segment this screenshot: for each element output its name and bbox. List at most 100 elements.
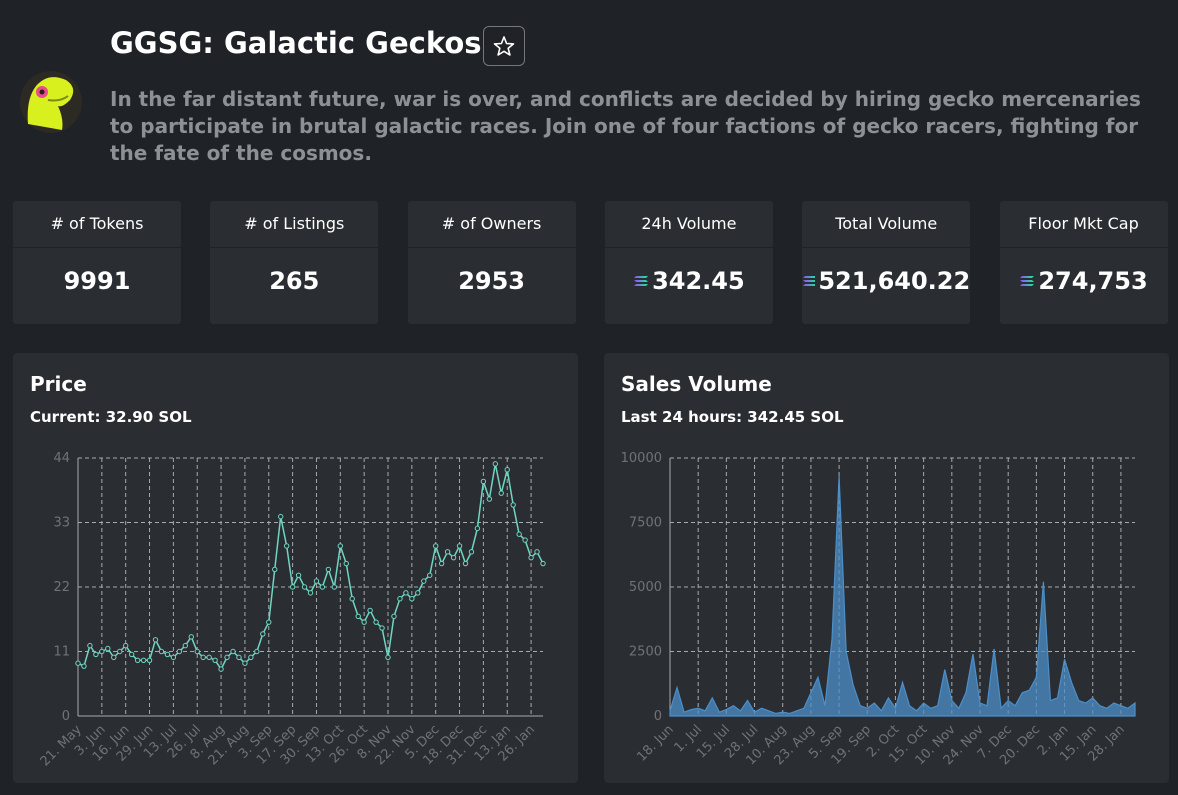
price-point — [128, 651, 135, 658]
price-point — [122, 642, 129, 649]
price-point — [450, 554, 457, 561]
stat-number: 2953 — [458, 267, 525, 295]
price-point — [385, 654, 391, 661]
price-point — [337, 543, 344, 549]
stat-number: 274,753 — [1038, 267, 1148, 295]
y-tick-label: 7500 — [629, 516, 662, 531]
price-point — [194, 648, 200, 655]
price-point — [283, 543, 290, 549]
collection-title: GGSG: Galactic Geckos — [110, 26, 482, 60]
y-tick-label: 0 — [62, 709, 70, 724]
volume-panel: Sales Volume Last 24 hours: 342.45 SOL 0… — [604, 353, 1169, 783]
price-point — [325, 566, 332, 573]
stat-value: 274,753 — [1000, 267, 1168, 295]
price-point — [397, 596, 403, 602]
stat-card: Total Volume 521,640.22 — [802, 201, 971, 324]
stat-label: Total Volume — [802, 201, 971, 248]
stat-card: Floor Mkt Cap 274,753 — [999, 201, 1168, 324]
price-point — [218, 666, 224, 672]
price-point — [93, 651, 99, 658]
price-point — [105, 645, 111, 652]
price-point — [224, 654, 230, 661]
price-point — [301, 584, 308, 590]
price-panel: Price Current: 32.90 SOL 0 11 22 33 44 21. Ma… — [13, 353, 578, 783]
price-point — [462, 560, 469, 567]
price-point — [236, 654, 242, 661]
stat-label: Floor Mkt Cap — [999, 201, 1168, 248]
sol-icon — [803, 276, 816, 286]
stat-number: 265 — [269, 267, 320, 295]
price-point — [182, 642, 189, 649]
y-tick-label: 10000 — [621, 451, 662, 466]
price-point — [480, 478, 487, 485]
stat-value: 521,640.22 — [802, 267, 970, 295]
price-point — [504, 467, 510, 473]
stat-label: # of Listings — [210, 201, 379, 248]
price-point — [242, 660, 248, 666]
price-point — [313, 578, 320, 584]
collection-avatar — [20, 71, 82, 133]
stat-card: 24h Volume 342.45 — [604, 201, 773, 324]
price-point — [289, 584, 296, 590]
price-point — [277, 513, 284, 520]
price-point — [307, 590, 314, 596]
price-point — [343, 560, 349, 567]
price-point — [117, 648, 123, 655]
chart-title: Price — [30, 372, 87, 396]
price-point — [170, 654, 177, 661]
stat-value: 265 — [210, 267, 378, 295]
price-point — [158, 648, 165, 655]
price-point — [176, 648, 183, 655]
y-tick-label: 0 — [654, 709, 662, 724]
y-tick-label: 11 — [53, 645, 70, 660]
price-point — [415, 590, 421, 596]
price-point — [438, 560, 445, 567]
price-point — [87, 642, 93, 649]
price-point — [540, 560, 546, 567]
y-tick-label: 22 — [53, 580, 70, 595]
x-tick-label: 18. Jun — [634, 722, 677, 765]
price-point — [403, 590, 409, 596]
price-point — [468, 549, 475, 555]
stat-value: 2953 — [408, 267, 576, 295]
price-point — [391, 613, 397, 620]
chart-title: Sales Volume — [621, 372, 772, 396]
chart-subtitle: Last 24 hours: 342.45 SOL — [621, 408, 844, 426]
sol-icon — [634, 276, 649, 286]
price-point — [492, 461, 499, 467]
favorite-button[interactable] — [483, 26, 525, 66]
price-point — [272, 566, 278, 573]
y-tick-label: 33 — [53, 516, 70, 531]
y-tick-label: 2500 — [629, 645, 662, 660]
stat-number: 521,640.22 — [818, 267, 971, 295]
price-point — [379, 625, 385, 631]
price-point — [444, 549, 451, 555]
price-point — [528, 554, 534, 561]
price-point — [254, 648, 260, 655]
price-point — [164, 651, 171, 658]
price-point — [140, 657, 147, 663]
price-point — [355, 613, 361, 620]
price-point — [367, 607, 373, 614]
stat-card: # of Owners 2953 — [407, 201, 576, 324]
price-point — [260, 631, 266, 637]
price-point — [456, 543, 463, 549]
price-point — [111, 654, 117, 661]
price-point — [474, 525, 481, 532]
price-point — [516, 531, 522, 537]
stat-card: # of Tokens 9991 — [13, 201, 181, 324]
star-icon — [493, 36, 515, 56]
price-point — [319, 584, 326, 590]
collection-description: In the far distant future, war is over, … — [110, 87, 1141, 165]
price-point — [534, 549, 540, 555]
y-tick-label: 5000 — [629, 580, 662, 595]
sol-icon — [1020, 276, 1035, 286]
price-point — [421, 578, 427, 584]
price-point — [331, 584, 338, 590]
price-point — [99, 648, 105, 655]
price-point — [373, 619, 379, 625]
price-point — [522, 537, 528, 543]
price-point — [212, 657, 218, 663]
